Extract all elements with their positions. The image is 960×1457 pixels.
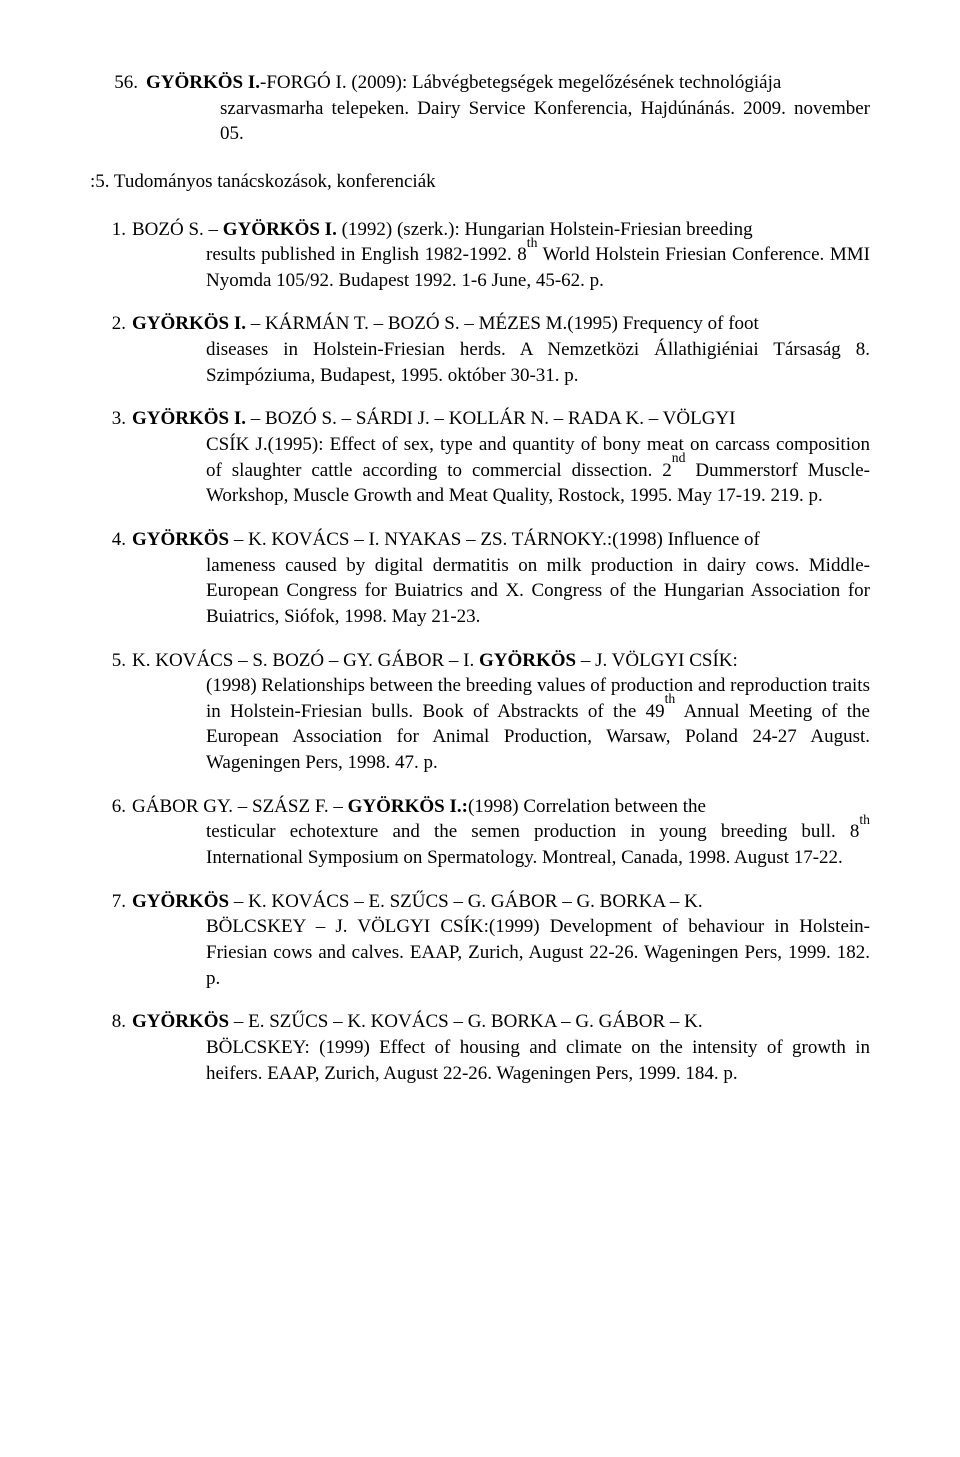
reference-body: GYÖRKÖS – K. KOVÁCS – I. NYAKAS – ZS. TÁ… <box>132 527 870 630</box>
reference-hanging-text: szarvasmarha telepeken. Dairy Service Ko… <box>146 96 870 147</box>
reference-number: 8. <box>90 1009 132 1086</box>
reference-number: 3. <box>90 406 132 509</box>
reference-text: (1992) (szerk.): Hungarian Holstein-Frie… <box>337 219 753 240</box>
author-bold: GYÖRKÖS I. <box>223 219 337 240</box>
reference-number: 5. <box>90 648 132 776</box>
reference-text: – KÁRMÁN T. – BOZÓ S. – MÉZES M.(1995) F… <box>246 313 759 334</box>
reference-first-line: GYÖRKÖS I. – BOZÓ S. – SÁRDI J. – KOLLÁR… <box>132 406 870 432</box>
author-bold: GYÖRKÖS <box>132 1011 229 1032</box>
reference-hanging-text: results published in English 1982-1992. … <box>132 242 870 293</box>
reference-text: – BOZÓ S. – SÁRDI J. – KOLLÁR N. – RADA … <box>246 408 735 429</box>
reference-hanging-text: BÖLCSKEY – J. VÖLGYI CSÍK:(1999) Develop… <box>132 914 870 991</box>
reference-number: 56. <box>90 70 146 147</box>
reference-hanging-text: CSÍK J.(1995): Effect of sex, type and q… <box>132 432 870 509</box>
author-bold: GYÖRKÖS I. <box>132 408 246 429</box>
author-bold: GYÖRKÖS I. <box>146 72 260 93</box>
reference-text: K. KOVÁCS – S. BOZÓ – GY. GÁBOR – I. <box>132 650 479 671</box>
reference-text: (1998) Correlation between the <box>468 796 706 817</box>
author-bold: GYÖRKÖS <box>479 650 576 671</box>
reference-body: GYÖRKÖS I.-FORGÓ I. (2009): Lábvégbetegs… <box>146 70 870 147</box>
reference-body: BOZÓ S. – GYÖRKÖS I. (1992) (szerk.): Hu… <box>132 217 870 294</box>
author-bold: GYÖRKÖS <box>132 529 229 550</box>
reference-number: 4. <box>90 527 132 630</box>
reference-text: – E. SZŰCS – K. KOVÁCS – G. BORKA – G. G… <box>229 1011 702 1032</box>
reference-entry: 1.BOZÓ S. – GYÖRKÖS I. (1992) (szerk.): … <box>90 217 870 294</box>
reference-first-line: K. KOVÁCS – S. BOZÓ – GY. GÁBOR – I. GYÖ… <box>132 648 870 674</box>
reference-number: 6. <box>90 794 132 871</box>
reference-text: – K. KOVÁCS – E. SZŰCS – G. GÁBOR – G. B… <box>229 891 702 912</box>
reference-hanging-text: BÖLCSKEY: (1999) Effect of housing and c… <box>132 1035 870 1086</box>
author-bold: GYÖRKÖS I. <box>132 313 246 334</box>
reference-text: – K. KOVÁCS – I. NYAKAS – ZS. TÁRNOKY.:(… <box>229 529 760 550</box>
reference-text: BOZÓ S. – <box>132 219 223 240</box>
reference-first-line: GYÖRKÖS – E. SZŰCS – K. KOVÁCS – G. BORK… <box>132 1009 870 1035</box>
reference-body: GÁBOR GY. – SZÁSZ F. – GYÖRKÖS I.:(1998)… <box>132 794 870 871</box>
reference-body: GYÖRKÖS I. – BOZÓ S. – SÁRDI J. – KOLLÁR… <box>132 406 870 509</box>
reference-first-line: GYÖRKÖS – K. KOVÁCS – I. NYAKAS – ZS. TÁ… <box>132 527 870 553</box>
reference-hanging-text: lameness caused by digital dermatitis on… <box>132 553 870 630</box>
reference-first-line: GÁBOR GY. – SZÁSZ F. – GYÖRKÖS I.:(1998)… <box>132 794 870 820</box>
author-bold: GYÖRKÖS <box>132 891 229 912</box>
reference-body: GYÖRKÖS – E. SZŰCS – K. KOVÁCS – G. BORK… <box>132 1009 870 1086</box>
reference-body: K. KOVÁCS – S. BOZÓ – GY. GÁBOR – I. GYÖ… <box>132 648 870 776</box>
reference-entry: 56. GYÖRKÖS I.-FORGÓ I. (2009): Lábvégbe… <box>90 70 870 147</box>
reference-text: -FORGÓ I. (2009): Lábvégbetegségek megel… <box>260 72 781 93</box>
reference-entry: 5.K. KOVÁCS – S. BOZÓ – GY. GÁBOR – I. G… <box>90 648 870 776</box>
reference-first-line: GYÖRKÖS I.-FORGÓ I. (2009): Lábvégbetegs… <box>146 70 870 96</box>
reference-text: – J. VÖLGYI CSÍK: <box>576 650 738 671</box>
section-heading: :5. Tudományos tanácskozások, konferenci… <box>90 169 870 195</box>
reference-entry: 6.GÁBOR GY. – SZÁSZ F. – GYÖRKÖS I.:(199… <box>90 794 870 871</box>
reference-hanging-text: testicular echotexture and the semen pro… <box>132 819 870 870</box>
reference-first-line: GYÖRKÖS – K. KOVÁCS – E. SZŰCS – G. GÁBO… <box>132 889 870 915</box>
reference-number: 2. <box>90 311 132 388</box>
reference-entry: 7.GYÖRKÖS – K. KOVÁCS – E. SZŰCS – G. GÁ… <box>90 889 870 992</box>
reference-hanging-text: diseases in Holstein-Friesian herds. A N… <box>132 337 870 388</box>
author-bold: GYÖRKÖS I.: <box>348 796 468 817</box>
reference-number: 7. <box>90 889 132 992</box>
reference-entry: 2.GYÖRKÖS I. – KÁRMÁN T. – BOZÓ S. – MÉZ… <box>90 311 870 388</box>
reference-entry: 4.GYÖRKÖS – K. KOVÁCS – I. NYAKAS – ZS. … <box>90 527 870 630</box>
reference-entry: 8.GYÖRKÖS – E. SZŰCS – K. KOVÁCS – G. BO… <box>90 1009 870 1086</box>
reference-number: 1. <box>90 217 132 294</box>
reference-text: GÁBOR GY. – SZÁSZ F. – <box>132 796 348 817</box>
reference-first-line: BOZÓ S. – GYÖRKÖS I. (1992) (szerk.): Hu… <box>132 217 870 243</box>
reference-first-line: GYÖRKÖS I. – KÁRMÁN T. – BOZÓ S. – MÉZES… <box>132 311 870 337</box>
reference-entry: 3.GYÖRKÖS I. – BOZÓ S. – SÁRDI J. – KOLL… <box>90 406 870 509</box>
reference-body: GYÖRKÖS I. – KÁRMÁN T. – BOZÓ S. – MÉZES… <box>132 311 870 388</box>
reference-hanging-text: (1998) Relationships between the breedin… <box>132 673 870 776</box>
reference-body: GYÖRKÖS – K. KOVÁCS – E. SZŰCS – G. GÁBO… <box>132 889 870 992</box>
